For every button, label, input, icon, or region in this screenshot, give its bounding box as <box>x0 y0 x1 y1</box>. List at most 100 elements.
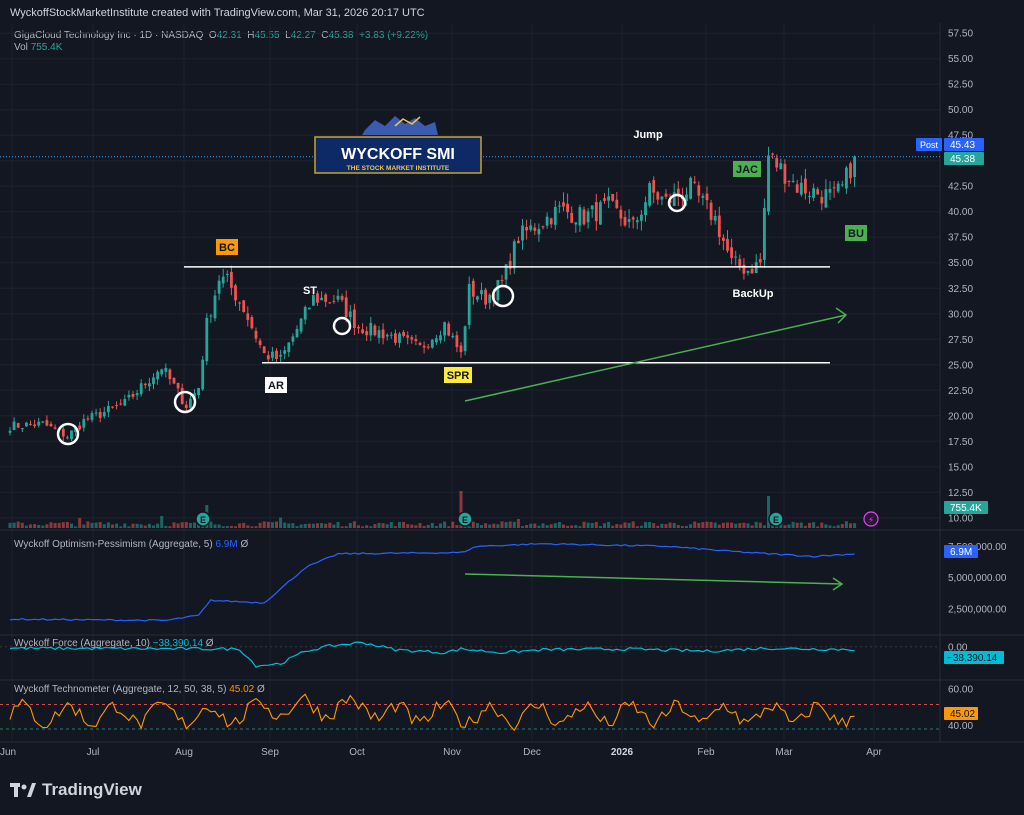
candle <box>225 273 229 275</box>
volume-bar <box>836 525 840 528</box>
candle <box>172 378 176 384</box>
candle <box>627 219 631 222</box>
symbol-name[interactable]: GigaCloud Technology Inc · 1D · NASDAQ <box>14 30 204 41</box>
volume-bar <box>57 522 61 528</box>
volume-bar <box>680 525 684 528</box>
candle <box>45 420 49 426</box>
tradingview-icon <box>10 783 36 797</box>
earnings-icon[interactable]: E <box>457 511 473 527</box>
volume-bar <box>311 523 315 528</box>
volume-bar <box>754 521 758 528</box>
force-title: Wyckoff Force (Aggregate, 10) <box>14 638 150 649</box>
candle <box>16 423 20 428</box>
volume-bar <box>377 522 381 528</box>
volume-bar <box>484 523 488 528</box>
volume-bar <box>611 525 615 528</box>
candle <box>275 350 278 359</box>
candle <box>443 322 446 336</box>
candle <box>221 276 225 284</box>
force-extra: Ø <box>205 638 214 649</box>
price-tick: 52.50 <box>948 80 973 91</box>
volume-bar <box>406 524 410 528</box>
volume-bar <box>357 525 360 528</box>
wyckoff-smi-logo: WYCKOFF SMI THE STOCK MARKET INSTITUTE <box>314 116 482 174</box>
time-tick: Aug <box>175 747 193 758</box>
volume-bar <box>53 523 57 528</box>
candle <box>824 189 828 208</box>
candle <box>746 270 750 273</box>
candle <box>566 203 569 213</box>
volume-bar <box>701 522 705 528</box>
volume-bar <box>246 525 250 528</box>
op-legend: Wyckoff Optimism-Pessimism (Aggregate, 5… <box>14 539 248 550</box>
tech-extra: Ø <box>257 684 265 695</box>
candle <box>336 295 340 300</box>
candle <box>98 411 102 418</box>
candle <box>422 345 426 348</box>
candle <box>33 424 36 427</box>
candle <box>758 259 762 263</box>
candle <box>381 329 385 339</box>
candle <box>332 300 336 302</box>
tech-badge <box>944 707 978 720</box>
candle <box>615 199 619 209</box>
volume-bar <box>590 522 594 528</box>
volume-bar <box>721 522 725 528</box>
volume-bar <box>574 525 578 528</box>
price-axis[interactable]: 57.5055.0052.5050.0047.5045.0042.5040.00… <box>948 29 973 525</box>
candle <box>504 264 508 280</box>
op-tick: 5,000,000.00 <box>948 573 1007 584</box>
volume-bar <box>184 521 188 528</box>
volume-bar <box>24 525 28 528</box>
volume-bar <box>644 521 647 528</box>
volume-bar <box>787 524 791 528</box>
volume-bar <box>758 522 762 528</box>
candle <box>787 180 791 182</box>
last-price: 45.38 <box>950 154 975 165</box>
volume-bar <box>635 526 639 528</box>
candle <box>197 388 200 396</box>
tradingview-logo[interactable]: TradingView <box>10 780 142 800</box>
candle <box>783 164 787 184</box>
l-label: L <box>285 30 291 41</box>
volume-bar <box>307 523 311 528</box>
candle <box>558 205 561 207</box>
candle <box>307 307 311 310</box>
volume-bar <box>562 524 565 528</box>
time-axis[interactable]: Jun Jul Aug Sep Oct Nov Dec 2026 Feb Mar Apr <box>0 747 882 758</box>
logo-title: WYCKOFF SMI <box>341 146 455 163</box>
candle <box>845 167 848 189</box>
lightning-icon[interactable]: ⚡ <box>863 511 879 527</box>
volume-bar <box>541 523 545 528</box>
candle <box>816 189 820 195</box>
volume-bar <box>320 523 324 528</box>
candle <box>709 202 713 220</box>
volume-bar <box>439 523 442 528</box>
post-tag <box>916 138 942 151</box>
price-tick: 17.50 <box>948 437 973 448</box>
close-value: 45.38 <box>328 30 354 41</box>
volume-bar <box>193 522 196 528</box>
candle <box>184 404 188 409</box>
earnings-icon[interactable]: E <box>195 511 211 527</box>
candle <box>799 182 803 195</box>
trend-arrow-op <box>464 573 844 591</box>
candle <box>246 313 250 320</box>
candle <box>722 237 725 241</box>
earnings-icon[interactable]: E <box>768 511 784 527</box>
volume-bar <box>795 522 799 528</box>
candle <box>189 398 192 408</box>
volume-bar <box>102 524 106 528</box>
volume-bar <box>29 524 32 528</box>
candle <box>328 302 332 304</box>
jac-box <box>733 161 761 177</box>
st-label: ST <box>303 285 317 297</box>
volume-bar <box>492 523 496 528</box>
price-tick: 47.50 <box>948 131 973 142</box>
candle <box>508 260 512 269</box>
volume-bar <box>414 525 418 528</box>
volume-bar <box>164 525 168 528</box>
candle <box>20 428 24 430</box>
